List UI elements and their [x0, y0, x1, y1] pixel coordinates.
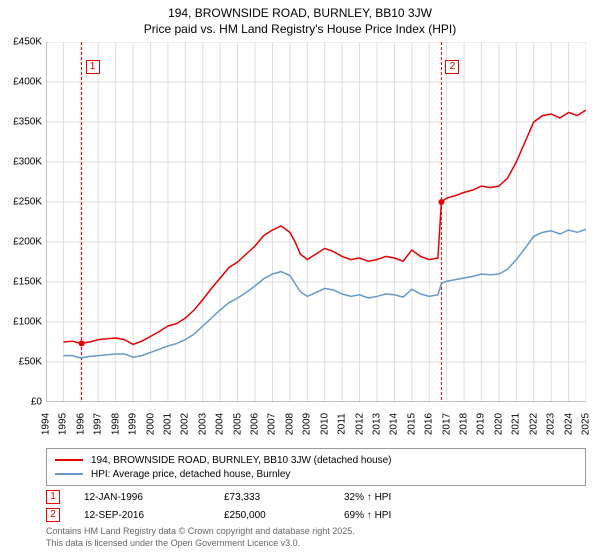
sale-marker: 2	[46, 508, 60, 522]
sale-date: 12-SEP-2016	[84, 510, 224, 521]
x-tick-label: 2004	[215, 413, 226, 435]
y-tick-label: £450K	[13, 37, 42, 48]
sale-delta: 32% ↑ HPI	[344, 492, 586, 503]
title-line-2: Price paid vs. HM Land Registry's House …	[0, 22, 600, 38]
x-tick-label: 1996	[75, 413, 86, 435]
y-tick-label: £200K	[13, 237, 42, 248]
copyright: Contains HM Land Registry data © Crown c…	[46, 526, 586, 549]
plot-area	[46, 42, 586, 402]
y-tick-label: £50K	[19, 357, 42, 368]
y-tick-label: £250K	[13, 197, 42, 208]
x-tick-label: 2021	[511, 413, 522, 435]
sale-price: £73,333	[224, 492, 344, 503]
y-tick-label: £100K	[13, 317, 42, 328]
x-tick-label: 2013	[371, 413, 382, 435]
sale-delta: 69% ↑ HPI	[344, 510, 586, 521]
x-tick-label: 2018	[459, 413, 470, 435]
copyright-line-1: Contains HM Land Registry data © Crown c…	[46, 526, 586, 538]
copyright-line-2: This data is licensed under the Open Gov…	[46, 538, 586, 550]
x-tick-label: 2014	[389, 413, 400, 435]
x-tick-label: 2024	[563, 413, 574, 435]
x-tick-label: 2023	[546, 413, 557, 435]
legend-item: 194, BROWNSIDE ROAD, BURNLEY, BB10 3JW (…	[55, 453, 577, 467]
legend-label: 194, BROWNSIDE ROAD, BURNLEY, BB10 3JW (…	[91, 455, 392, 466]
y-tick-label: £0	[31, 397, 42, 408]
y-tick-label: £300K	[13, 157, 42, 168]
legend-swatch	[55, 459, 83, 461]
legend-item: HPI: Average price, detached house, Burn…	[55, 467, 577, 481]
legend-swatch	[55, 473, 83, 475]
x-tick-label: 2022	[528, 413, 539, 435]
y-axis: £0£50K£100K£150K£200K£250K£300K£350K£400…	[0, 42, 44, 402]
x-tick-label: 2009	[302, 413, 313, 435]
x-tick-label: 1994	[41, 413, 52, 435]
x-tick-label: 2016	[424, 413, 435, 435]
x-tick-label: 2001	[162, 413, 173, 435]
x-tick-label: 1997	[93, 413, 104, 435]
x-tick-label: 1995	[58, 413, 69, 435]
x-tick-label: 2020	[493, 413, 504, 435]
sale-marker: 1	[46, 490, 60, 504]
sale-events: 1 12-JAN-1996£73,33332% ↑ HPI 2 12-SEP-2016…	[46, 488, 586, 524]
x-tick-label: 2012	[354, 413, 365, 435]
x-tick-label: 2007	[267, 413, 278, 435]
x-tick-label: 2017	[441, 413, 452, 435]
chart-container: 194, BROWNSIDE ROAD, BURNLEY, BB10 3JW P…	[0, 0, 600, 560]
y-tick-label: £350K	[13, 117, 42, 128]
x-tick-label: 2008	[284, 413, 295, 435]
legend-label: HPI: Average price, detached house, Burn…	[91, 469, 290, 480]
sale-row: 2 12-SEP-2016£250,00069% ↑ HPI	[46, 506, 586, 524]
x-axis: 1994199519961997199819992000200120022003…	[46, 404, 586, 444]
x-tick-label: 2015	[406, 413, 417, 435]
x-tick-label: 1998	[110, 413, 121, 435]
chart-marker-1: 1	[86, 60, 100, 74]
x-tick-label: 1999	[128, 413, 139, 435]
x-tick-label: 2010	[319, 413, 330, 435]
sale-date: 12-JAN-1996	[84, 492, 224, 503]
legend: 194, BROWNSIDE ROAD, BURNLEY, BB10 3JW (…	[46, 448, 586, 486]
x-tick-label: 2000	[145, 413, 156, 435]
x-tick-label: 2003	[197, 413, 208, 435]
x-tick-label: 2002	[180, 413, 191, 435]
chart-marker-2: 2	[445, 60, 459, 74]
x-tick-label: 2011	[337, 413, 348, 435]
sale-row: 1 12-JAN-1996£73,33332% ↑ HPI	[46, 488, 586, 506]
x-tick-label: 2006	[250, 413, 261, 435]
sale-price: £250,000	[224, 510, 344, 521]
title-line-1: 194, BROWNSIDE ROAD, BURNLEY, BB10 3JW	[0, 6, 600, 22]
y-tick-label: £400K	[13, 77, 42, 88]
y-tick-label: £150K	[13, 277, 42, 288]
x-tick-label: 2005	[232, 413, 243, 435]
x-tick-label: 2025	[581, 413, 592, 435]
x-tick-label: 2019	[476, 413, 487, 435]
chart-title: 194, BROWNSIDE ROAD, BURNLEY, BB10 3JW P…	[0, 0, 600, 37]
